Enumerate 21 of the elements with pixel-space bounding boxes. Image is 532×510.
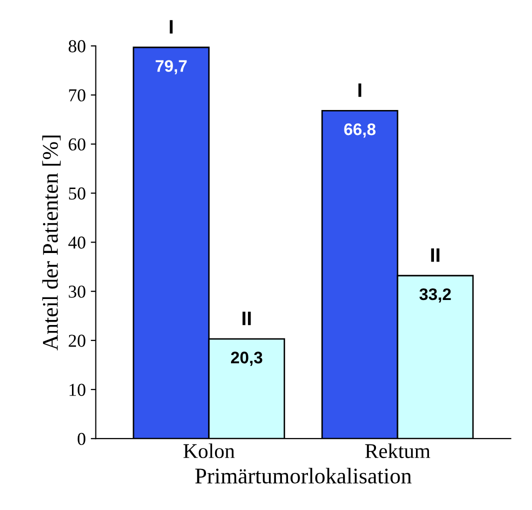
x-tick-label: Rektum xyxy=(365,443,430,458)
series-label: I xyxy=(358,83,362,97)
series-label: II xyxy=(242,312,251,326)
y-tick-label: 40 xyxy=(68,236,86,249)
x-tick-label: Kolon xyxy=(183,443,235,458)
data-label: 66,8 xyxy=(344,123,376,138)
y-tick-label: 50 xyxy=(69,187,86,200)
y-tick-label: 0 xyxy=(78,432,86,446)
data-label: 20,3 xyxy=(231,352,262,366)
y-tick-label: 10 xyxy=(70,384,86,396)
text: II xyxy=(431,248,440,262)
y-tick-label: 80 xyxy=(68,40,86,52)
y-tick-label: 60 xyxy=(68,138,86,151)
data-label: 33,2 xyxy=(419,288,451,303)
data-label: 79,7 xyxy=(156,60,187,74)
y-tick-label: 70 xyxy=(69,89,86,102)
y-tick-label: 30 xyxy=(68,286,86,298)
y-axis-title: Anteil der Patienten [%] xyxy=(42,136,61,350)
text: I xyxy=(170,20,173,34)
x-axis-title: Primärtumorlokalisation xyxy=(195,468,412,484)
y-tick-label: 20 xyxy=(68,334,86,347)
